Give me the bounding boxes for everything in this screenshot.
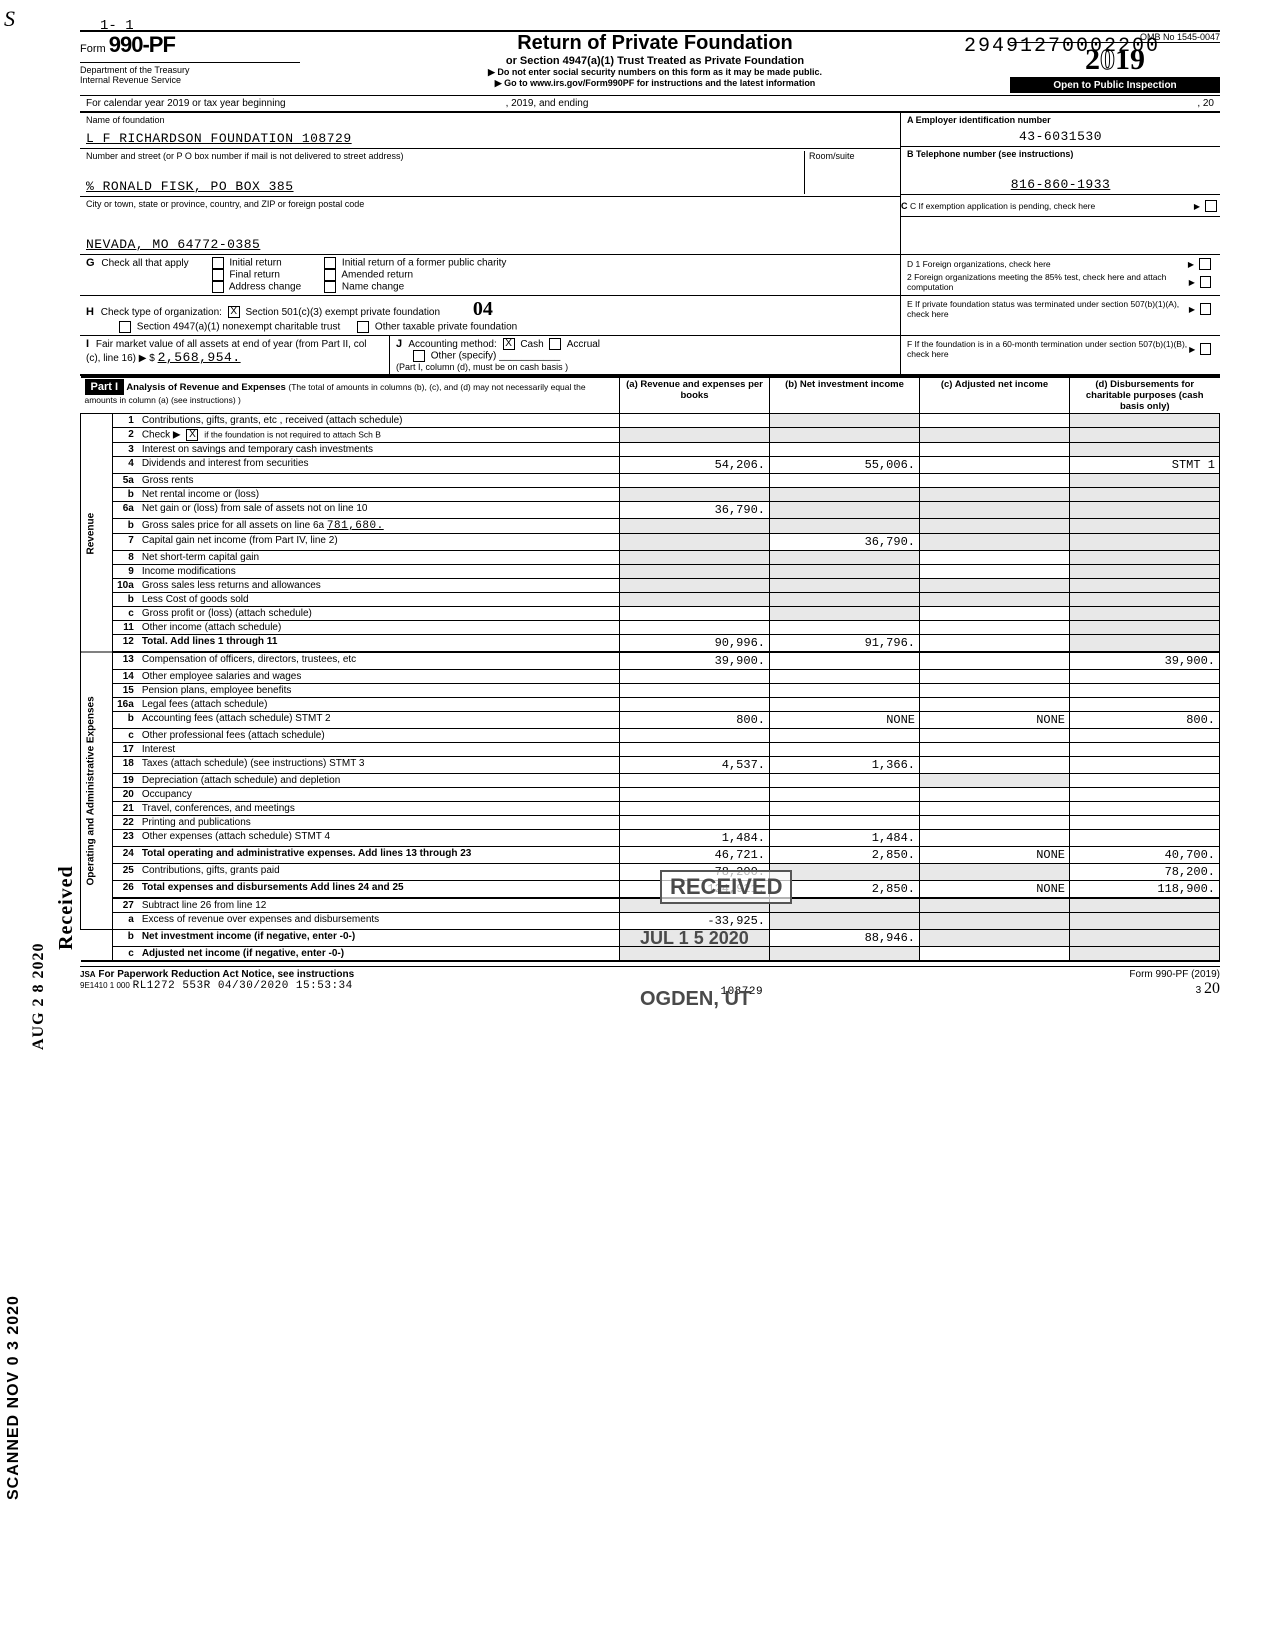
info-block: Name of foundation L F RICHARDSON FOUNDA… (80, 111, 1220, 254)
expenses-sidebar: Operating and Administrative Expenses (81, 652, 113, 930)
side-aug: AUG 2 8 2020 (30, 942, 48, 1050)
ein: 43-6031530 (907, 129, 1214, 144)
g-d-row: G Check all that apply Initial return Fi… (80, 254, 1220, 295)
phone: 816-860-1933 (907, 177, 1214, 192)
received-stamp: RECEIVED (660, 870, 792, 904)
revenue-sidebar: Revenue (81, 414, 113, 653)
side-received: Received (55, 865, 78, 950)
addr-label: Number and street (or P O box number if … (86, 151, 804, 161)
department: Department of the Treasury Internal Reve… (80, 62, 300, 85)
form-title: Return of Private Foundation (300, 32, 1010, 55)
part1-table: Part I Analysis of Revenue and Expenses … (80, 376, 1220, 962)
stamp-date: JUL 1 5 2020 (640, 928, 749, 949)
inspection-notice: Open to Public Inspection (1010, 78, 1220, 93)
corner-s: S (4, 6, 15, 32)
i-j-f-row: I Fair market value of all assets at end… (80, 335, 1220, 376)
form-number: Form 990-PF (80, 32, 300, 58)
dln: 29491270002200 (964, 35, 1160, 58)
foundation-addr: % RONALD FISK, PO BOX 385 (86, 179, 804, 194)
form-note2: ▶ Go to www.irs.gov/Form990PF for instru… (300, 78, 1010, 89)
h-e-row: H Check type of organization: X Section … (80, 295, 1220, 335)
foundation-name: L F RICHARDSON FOUNDATION 108729 (86, 131, 894, 146)
name-label: Name of foundation (86, 115, 894, 125)
calendar-row: For calendar year 2019 or tax year begin… (80, 95, 1220, 111)
foundation-city: NEVADA, MO 64772-0385 (86, 237, 894, 252)
form-subtitle: or Section 4947(a)(1) Trust Treated as P… (300, 55, 1010, 67)
form-note1: ▶ Do not enter social security numbers o… (300, 67, 1010, 78)
room-label: Room/suite (809, 151, 894, 161)
c-row: C C If exemption application is pending,… (901, 195, 1220, 217)
phone-label: B Telephone number (see instructions) (907, 149, 1214, 159)
city-label: City or town, state or province, country… (86, 199, 894, 209)
side-scanned: SCANNED NOV 0 3 2020 (5, 1295, 23, 1500)
ein-label: A Employer identification number (907, 115, 1214, 125)
handwritten-04: 04 (473, 298, 493, 320)
top-left-num: 1- 1 (100, 18, 134, 34)
stamp-ogden: OGDEN, UT (640, 988, 751, 1011)
